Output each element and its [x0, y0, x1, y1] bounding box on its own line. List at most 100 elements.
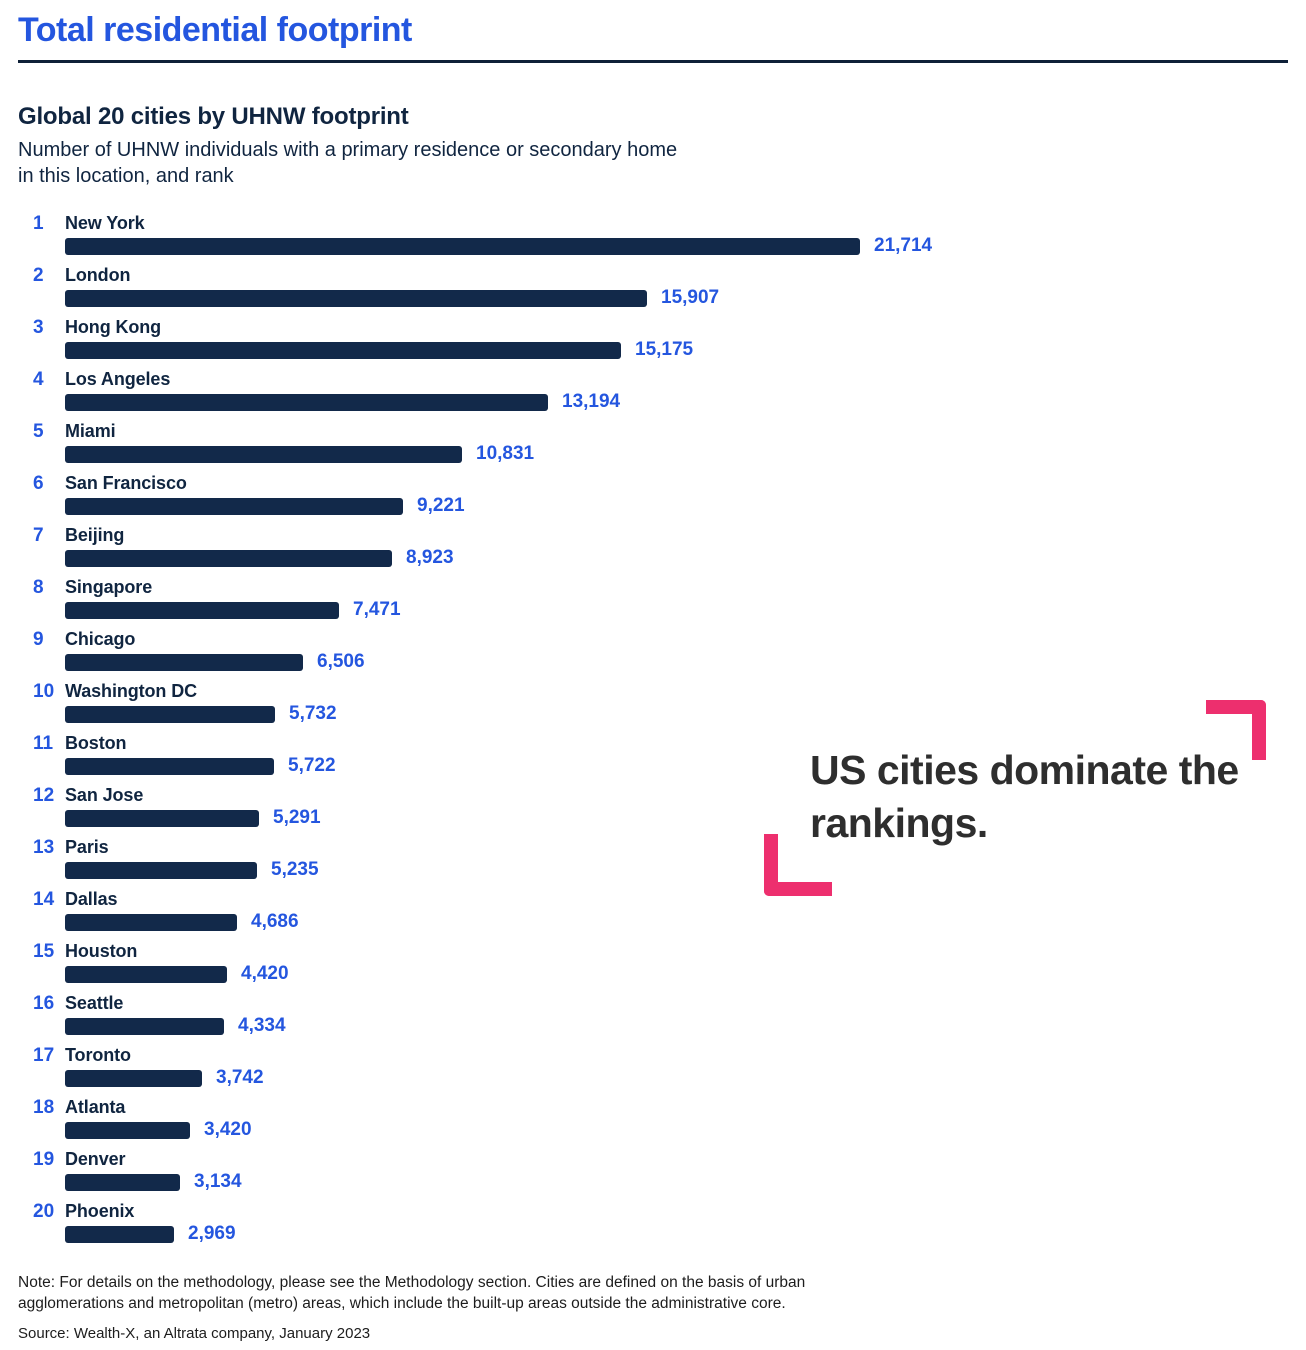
bar: [65, 1121, 190, 1139]
rank-label: 18: [33, 1096, 55, 1118]
city-label: Hong Kong: [65, 316, 162, 337]
bar: [65, 653, 303, 671]
value-label: 4,420: [241, 963, 289, 985]
chart-row: 2 London 15,907: [18, 264, 1288, 309]
rank-label: 15: [33, 940, 55, 962]
rank-label: 3: [33, 316, 44, 338]
bar: [65, 757, 274, 775]
bar: [65, 497, 403, 515]
annotation: US cities dominate the rankings.: [764, 700, 1266, 896]
chart-header: Global 20 cities by UHNW footprint Numbe…: [18, 103, 1288, 189]
value-label: 4,334: [238, 1015, 286, 1037]
chart-row: 3 Hong Kong 15,175: [18, 316, 1288, 361]
quote-bracket-top-right-icon: [1206, 700, 1266, 760]
bar: [65, 1173, 180, 1191]
annotation-text: US cities dominate the rankings.: [810, 747, 1239, 847]
rank-label: 17: [33, 1044, 55, 1066]
value-label: 2,969: [188, 1223, 236, 1245]
rank-label: 16: [33, 992, 55, 1014]
value-label: 3,134: [194, 1171, 242, 1193]
chart-row: 16 Seattle 4,334: [18, 992, 1288, 1037]
rank-label: 10: [33, 680, 55, 702]
chart-row: 19 Denver 3,134: [18, 1148, 1288, 1193]
value-label: 5,235: [271, 859, 319, 881]
page-title: Total residential footprint: [18, 11, 412, 49]
bar: [65, 393, 548, 411]
value-label: 15,175: [635, 339, 694, 361]
bar: [65, 445, 462, 463]
chart-row: 14 Dallas 4,686: [18, 888, 1288, 933]
city-label: New York: [65, 212, 145, 233]
city-label: Toronto: [65, 1044, 131, 1065]
city-label: Chicago: [65, 628, 136, 649]
chart-row: 8 Singapore 7,471: [18, 576, 1288, 621]
bar: [65, 549, 392, 567]
city-label: London: [65, 264, 131, 285]
value-label: 9,221: [417, 495, 465, 517]
value-label: 8,923: [406, 547, 454, 569]
city-label: Beijing: [65, 524, 125, 545]
bar: [65, 601, 339, 619]
chart-row: 15 Houston 4,420: [18, 940, 1288, 985]
bar: [65, 913, 237, 931]
rank-label: 2: [33, 264, 44, 286]
city-label: Denver: [65, 1148, 126, 1169]
bar: [65, 965, 227, 983]
title-rule: [18, 59, 1288, 63]
city-label: San Francisco: [65, 472, 187, 493]
bar: [65, 289, 647, 307]
value-label: 6,506: [317, 651, 365, 673]
rank-label: 11: [33, 732, 54, 754]
city-label: Boston: [65, 732, 127, 753]
rank-label: 4: [33, 368, 44, 390]
city-label: Los Angeles: [65, 368, 171, 389]
bar: [65, 1069, 202, 1087]
chart-row: 6 San Francisco 9,221: [18, 472, 1288, 517]
value-label: 3,742: [216, 1067, 264, 1089]
value-label: 4,686: [251, 911, 299, 933]
chart-row: 13 Paris 5,235: [18, 837, 1288, 881]
city-label: Houston: [65, 940, 138, 961]
city-label: Singapore: [65, 576, 153, 597]
city-label: Miami: [65, 420, 116, 441]
chart-row: 4 Los Angeles 13,194: [18, 368, 1288, 413]
bar: [65, 1017, 224, 1035]
chart-row: 12 San Jose 5,291: [18, 784, 1288, 829]
bar: [65, 1225, 174, 1243]
rank-label: 12: [33, 784, 55, 806]
chart-row: 1 New York 21,714: [18, 212, 1288, 257]
chart-subtitle: Number of UHNW individuals with a primar…: [18, 138, 678, 187]
city-label: Seattle: [65, 992, 124, 1013]
rank-label: 6: [33, 472, 44, 494]
rank-label: 9: [33, 628, 44, 650]
rank-label: 5: [33, 420, 44, 442]
footer: Note: For details on the methodology, pl…: [18, 1273, 1288, 1342]
source-text: Source: Wealth-X, an Altrata company, Ja…: [18, 1324, 371, 1342]
chart-row: 7 Beijing 8,923: [18, 524, 1288, 569]
chart-title: Global 20 cities by UHNW footprint: [18, 102, 409, 130]
note-text: Note: For details on the methodology, pl…: [18, 1273, 806, 1312]
city-label: Dallas: [65, 888, 118, 909]
value-label: 3,420: [204, 1119, 252, 1141]
quote-bracket-bottom-left-icon: [764, 834, 832, 896]
bar: [65, 341, 621, 359]
city-label: Atlanta: [65, 1096, 126, 1117]
rank-label: 8: [33, 576, 44, 598]
value-label: 5,722: [288, 755, 336, 777]
chart-row: 11 Boston 5,722: [18, 732, 1288, 777]
value-label: 13,194: [562, 391, 621, 413]
rank-label: 19: [33, 1148, 55, 1170]
rank-label: 14: [33, 888, 55, 910]
rank-label: 1: [33, 212, 44, 234]
bar-chart-rows: 1 New York 21,714 2 London 15,907 3 Hong Kong 15…: [18, 212, 1288, 1245]
chart-row: 5 Miami 10,831: [18, 420, 1288, 465]
value-label: 10,831: [476, 443, 535, 465]
chart-row: 10 Washington DC 5,732: [18, 680, 1288, 725]
city-label: Washington DC: [65, 680, 198, 701]
chart-row: 18 Atlanta 3,420: [18, 1096, 1288, 1141]
bar: [65, 705, 275, 723]
value-label: 5,291: [273, 807, 321, 829]
chart-row: 17 Toronto 3,742: [18, 1044, 1288, 1089]
value-label: 21,714: [874, 235, 933, 257]
